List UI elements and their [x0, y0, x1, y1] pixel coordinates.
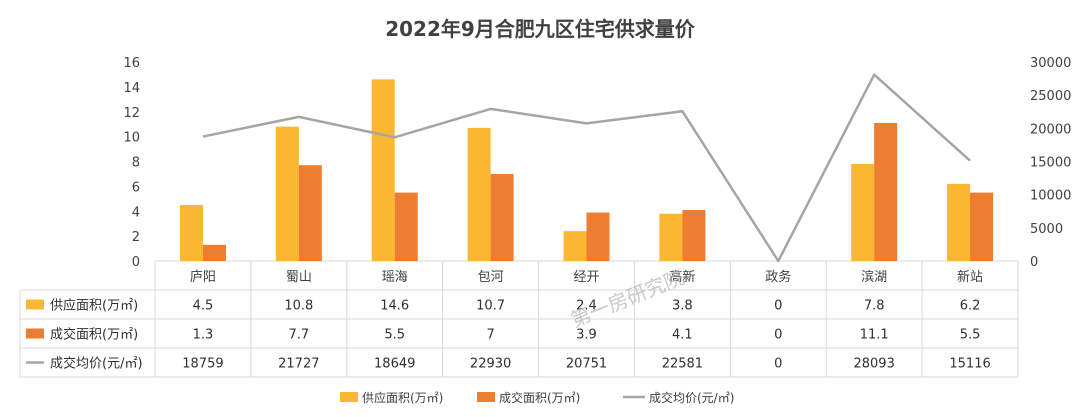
- table-cell: 18649: [374, 357, 415, 372]
- table-cell: 1.3: [193, 328, 214, 343]
- x-category-label: 蜀山: [286, 270, 312, 285]
- table-cell: 21727: [278, 357, 319, 372]
- y-left-tick-label: 4: [132, 205, 140, 220]
- table-cell: 14.6: [380, 299, 409, 314]
- brand-logo-icon-2: [26, 386, 46, 406]
- x-category-label: 滨湖: [861, 269, 887, 285]
- x-category-label: 高新: [669, 269, 695, 285]
- table-cell: 11.1: [860, 328, 889, 343]
- y-right-tick-label: 20000: [1030, 122, 1071, 137]
- table-cell: 7.8: [864, 299, 885, 314]
- legend-key-sales: [477, 392, 495, 402]
- table-cell: 7: [486, 328, 494, 343]
- table-cell: 0: [774, 328, 782, 343]
- y-right-tick-label: 25000: [1030, 89, 1071, 104]
- y-axis-right: 0 5000 10000 15000 20000 25000 30000: [1030, 56, 1071, 270]
- y-right-tick-label: 0: [1030, 255, 1038, 270]
- legend-key-supply: [340, 392, 358, 402]
- y-left-tick-label: 2: [132, 230, 140, 245]
- bar-supply: [947, 183, 971, 261]
- x-category-label: 新站: [957, 269, 983, 285]
- bar-sales: [394, 192, 418, 261]
- legend-label: 成交均价(元/㎡): [649, 390, 734, 405]
- table-cell: 18759: [182, 357, 223, 372]
- bar-sales: [490, 173, 514, 261]
- bar-sales: [682, 210, 706, 261]
- x-category-label: 政务: [765, 269, 791, 285]
- table-cell: 15116: [949, 357, 990, 372]
- table-cell: 28093: [853, 357, 894, 372]
- y-right-tick-label: 30000: [1030, 56, 1071, 71]
- x-category-label: 经开: [573, 270, 599, 285]
- bar-sales: [970, 192, 994, 261]
- x-category-label: 瑶海: [382, 270, 408, 285]
- x-category-label: 包河: [478, 270, 504, 285]
- table-row-label: 成交均价(元/㎡): [50, 356, 143, 372]
- chart-title: 2022年9月合肥九区住宅供求量价: [385, 17, 696, 41]
- table-cell: 4.5: [193, 299, 214, 314]
- table-row-label: 成交面积(万㎡): [50, 327, 138, 343]
- brand-logo: 大数跨境: [12, 385, 128, 408]
- table-cell: 6.2: [960, 299, 981, 314]
- bar-supply: [371, 79, 395, 261]
- table-row-label: 供应面积(万㎡): [50, 298, 138, 314]
- table-cell: 10.7: [476, 299, 505, 314]
- table-cell: 3.9: [576, 328, 597, 343]
- brand-text: 大数跨境: [52, 385, 128, 408]
- y-left-tick-label: 12: [123, 106, 140, 121]
- table-cell: 4.1: [672, 328, 693, 343]
- y-left-tick-label: 0: [132, 255, 140, 270]
- table-legend-key: [26, 299, 44, 310]
- y-left-tick-label: 14: [123, 81, 140, 96]
- bar-supply: [563, 231, 587, 261]
- table-cell: 2.4: [576, 299, 597, 314]
- table-legend-key: [26, 328, 44, 339]
- table-cell: 7.7: [288, 328, 309, 343]
- bar-sales: [298, 165, 322, 261]
- table-cell: 3.8: [672, 299, 693, 314]
- table-cell: 0: [774, 357, 782, 372]
- bar-supply: [851, 163, 875, 261]
- table-cell: 0: [774, 299, 782, 314]
- y-axis-left: 0 2 4 6 8 10 12 14 16: [123, 56, 140, 270]
- bars: [179, 79, 994, 261]
- bar-supply: [467, 127, 491, 261]
- price-line: [202, 73, 971, 263]
- table-cell: 5.5: [960, 328, 981, 343]
- table-cell: 22581: [662, 357, 703, 372]
- y-right-tick-label: 5000: [1030, 222, 1063, 237]
- table-cell: 5.5: [384, 328, 405, 343]
- y-left-tick-label: 8: [132, 156, 140, 171]
- bar-sales: [202, 244, 226, 261]
- legend: 供应面积(万㎡) 成交面积(万㎡) 成交均价(元/㎡): [340, 390, 734, 405]
- bar-supply: [659, 213, 683, 261]
- legend-label: 成交面积(万㎡): [499, 390, 580, 405]
- table-cell: 20751: [566, 357, 607, 372]
- brand-logo-icon: [12, 386, 32, 406]
- x-category-label: 庐阳: [190, 270, 216, 285]
- bar-sales: [874, 122, 898, 261]
- table-cell: 22930: [470, 357, 511, 372]
- y-left-tick-label: 6: [132, 180, 140, 195]
- y-right-tick-label: 15000: [1030, 156, 1071, 171]
- table-cell: 10.8: [284, 299, 313, 314]
- bar-sales: [586, 212, 610, 261]
- legend-label: 供应面积(万㎡): [362, 390, 443, 405]
- y-left-tick-label: 10: [123, 131, 140, 146]
- y-right-tick-label: 10000: [1030, 189, 1071, 204]
- bar-supply: [179, 205, 203, 261]
- bar-supply: [275, 126, 299, 261]
- y-left-tick-label: 16: [123, 56, 140, 71]
